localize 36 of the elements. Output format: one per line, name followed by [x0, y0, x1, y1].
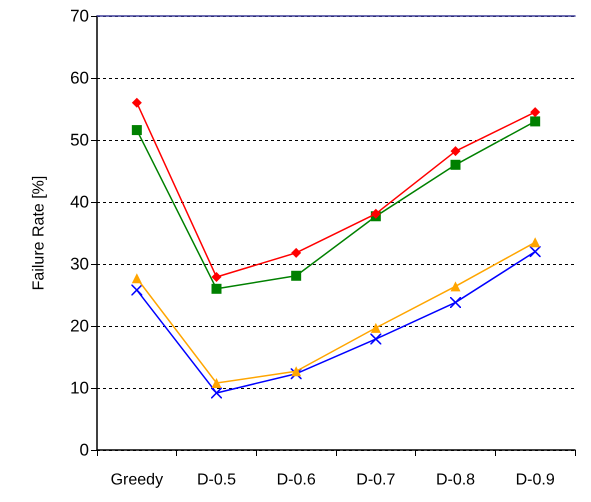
point	[212, 378, 222, 388]
point	[211, 387, 222, 398]
point	[530, 107, 540, 118]
point	[212, 272, 222, 282]
y-tick-label: 60	[70, 68, 89, 88]
y-axis-title: Failure Rate [%]	[30, 176, 48, 290]
point	[530, 246, 541, 258]
x-tick-label: Greedy	[110, 472, 164, 488]
point	[530, 116, 540, 126]
x-tick-label: D-0.5	[196, 472, 236, 488]
y-tick-label: 70	[70, 6, 89, 26]
point	[450, 296, 461, 308]
point	[450, 281, 460, 292]
y-tick-label: 0	[80, 440, 89, 460]
y-tick-label: 40	[70, 192, 89, 212]
y-tick-label: 20	[70, 316, 89, 336]
point	[132, 98, 142, 108]
point	[370, 208, 381, 219]
x-tick-label: D-0.7	[356, 472, 396, 488]
x-tick-label: D-0.9	[516, 472, 555, 488]
x-tick-label: D-0.8	[436, 472, 476, 488]
y-tick-label: 10	[70, 378, 89, 398]
point	[291, 366, 302, 376]
point	[212, 284, 222, 294]
point	[450, 146, 460, 156]
point	[291, 248, 302, 258]
point	[370, 334, 382, 345]
x-tick-label: D-0.6	[276, 472, 316, 488]
y-tick-label: 50	[70, 130, 89, 150]
y-tick-label: 30	[70, 254, 89, 274]
point	[530, 237, 540, 248]
point	[132, 125, 142, 136]
point	[291, 270, 302, 281]
point	[370, 322, 381, 333]
point	[450, 160, 460, 170]
point	[132, 273, 142, 284]
